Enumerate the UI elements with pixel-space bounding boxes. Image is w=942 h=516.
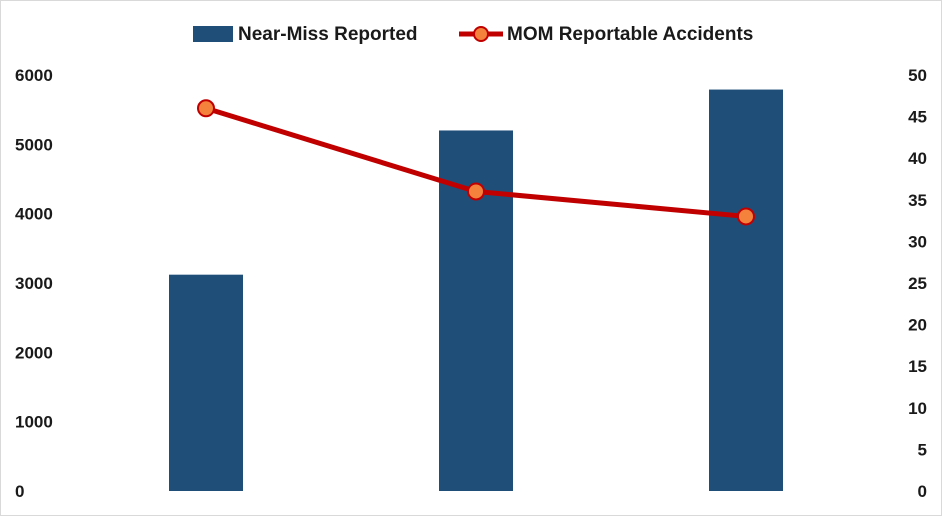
left-tick-label: 6000 bbox=[15, 66, 53, 85]
left-tick-label: 1000 bbox=[15, 413, 53, 432]
right-tick-label: 45 bbox=[908, 108, 927, 127]
right-tick-label: 50 bbox=[908, 66, 927, 85]
left-tick-label: 3000 bbox=[15, 274, 53, 293]
right-tick-label: 35 bbox=[908, 191, 927, 210]
legend: Near-Miss Reported MOM Reportable Accide… bbox=[193, 24, 753, 45]
right-axis-ticks: 0 5 10 15 20 25 30 35 40 45 50 bbox=[908, 66, 927, 501]
bar-series bbox=[169, 89, 783, 491]
bar-near-miss bbox=[709, 89, 783, 491]
left-tick-label: 0 bbox=[15, 482, 24, 501]
left-tick-label: 4000 bbox=[15, 205, 53, 224]
marker-mom-accidents bbox=[467, 182, 485, 201]
right-tick-label: 10 bbox=[908, 399, 927, 418]
right-tick-label: 25 bbox=[908, 274, 927, 293]
left-tick-label: 5000 bbox=[15, 135, 53, 154]
line-series bbox=[197, 99, 755, 226]
marker-mom-accidents bbox=[737, 207, 755, 226]
left-axis-ticks: 0 1000 2000 3000 4000 5000 6000 bbox=[15, 66, 53, 501]
legend-label-mom-accidents: MOM Reportable Accidents bbox=[507, 24, 753, 45]
right-tick-label: 40 bbox=[908, 149, 927, 168]
right-tick-label: 20 bbox=[908, 316, 927, 335]
right-tick-label: 0 bbox=[918, 482, 927, 501]
bar-near-miss bbox=[169, 274, 243, 491]
legend-label-near-miss: Near-Miss Reported bbox=[238, 24, 418, 45]
right-tick-label: 30 bbox=[908, 232, 927, 251]
legend-marker-mom-accidents bbox=[473, 26, 489, 42]
right-tick-label: 5 bbox=[918, 440, 927, 459]
right-tick-label: 15 bbox=[908, 357, 927, 376]
left-tick-label: 2000 bbox=[15, 343, 53, 362]
marker-mom-accidents bbox=[197, 99, 215, 118]
legend-swatch-near-miss bbox=[193, 26, 233, 42]
